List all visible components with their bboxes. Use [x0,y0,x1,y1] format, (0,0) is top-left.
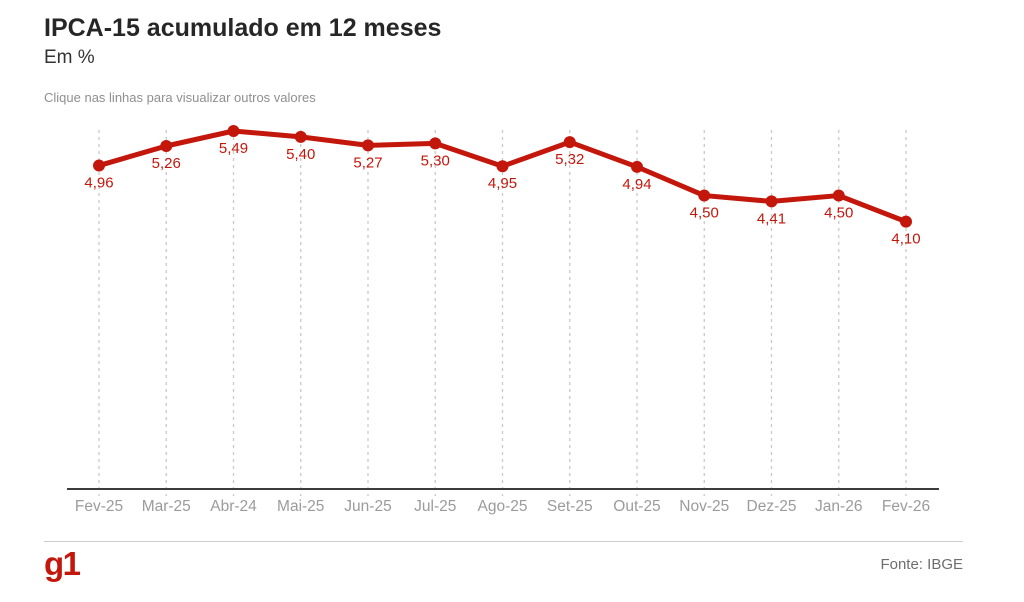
x-axis-label: Out-25 [613,498,660,515]
x-axis-label: Jan-26 [815,498,862,515]
data-point-label: 4,50 [690,205,719,222]
x-axis-label: Abr-24 [210,498,257,515]
x-axis-label: Dez-25 [747,498,797,515]
data-point[interactable] [93,159,105,172]
x-axis-label: Nov-25 [679,498,729,515]
data-point-label: 5,30 [421,152,450,169]
data-point[interactable] [698,189,711,202]
data-point[interactable] [294,130,307,143]
data-point[interactable] [563,136,576,149]
data-point-label: 5,32 [555,151,584,168]
data-point-label: 5,40 [286,146,315,163]
data-point-label: 5,27 [353,154,382,171]
x-axis-label: Fev-25 [75,498,123,515]
x-axis-label: Fev-26 [882,498,930,515]
footer-divider [44,541,963,542]
chart-header: IPCA-15 acumulado em 12 meses Em % Cliqu… [44,14,441,105]
data-point[interactable] [496,160,509,173]
data-point[interactable] [160,139,173,152]
source-credit: Fonte: IBGE [880,556,963,573]
g1-logo: g1 [44,545,81,582]
x-axis-label: Set-25 [547,498,593,515]
chart-hint-text: Clique nas linhas para visualizar outros… [44,90,316,105]
data-point[interactable] [362,139,374,152]
x-axis-label: Jun-25 [344,498,391,515]
data-point[interactable] [429,137,442,150]
chart-title: IPCA-15 acumulado em 12 meses [44,14,442,42]
data-point-label: 5,26 [152,155,181,172]
data-point-label: 4,94 [622,176,651,193]
chart-subtitle: Em % [44,47,95,68]
data-point[interactable] [765,195,778,208]
line-chart: Fev-25 Mar-25 Abr-24 Mai-25 Jun-25 Jul-25 Ago-… [67,125,939,515]
data-point-label: 4,50 [824,205,853,222]
data-point[interactable] [832,189,845,202]
data-point-label: 4,41 [757,210,786,227]
data-point[interactable] [631,160,643,173]
data-point-label: 4,95 [488,175,517,192]
x-axis-label: Ago-25 [478,498,528,515]
data-point[interactable] [900,215,912,228]
data-point-label: 5,49 [219,140,248,157]
data-point[interactable] [227,125,240,137]
data-point-label: 4,96 [84,175,113,192]
x-axis-label: Mar-25 [142,498,191,515]
data-point-label: 4,10 [891,231,920,248]
x-axis-label: Mai-25 [277,498,324,515]
x-axis-label: Jul-25 [414,498,456,515]
